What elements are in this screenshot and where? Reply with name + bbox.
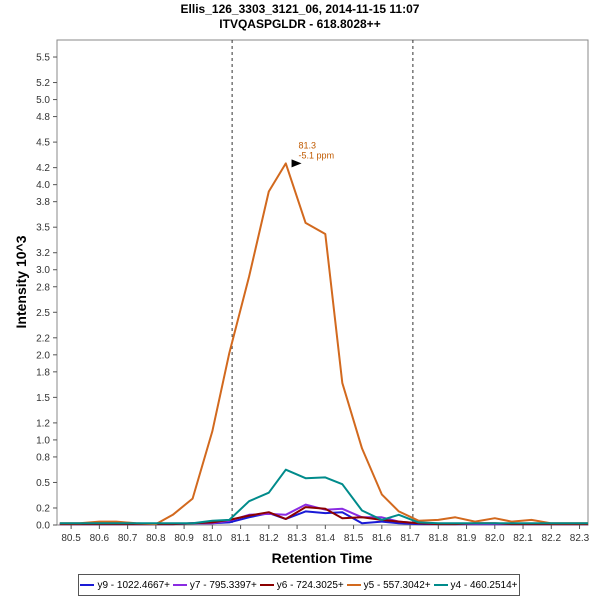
- apex-ppm-label: -5.1 ppm: [299, 150, 335, 160]
- x-tick-label: 81.1: [231, 533, 251, 544]
- y-tick-label: 0.0: [36, 521, 50, 532]
- y-tick-label: 0.2: [36, 503, 50, 514]
- y-tick-label: 4.5: [36, 138, 50, 149]
- x-tick-label: 81.0: [203, 533, 223, 544]
- x-tick-label: 80.8: [146, 533, 166, 544]
- y-tick-label: 2.2: [36, 333, 50, 344]
- x-tick-label: 82.1: [513, 533, 533, 544]
- plot-area: [56, 39, 589, 526]
- y-tick-label: 0.8: [36, 452, 50, 463]
- apex-marker-icon: [291, 159, 302, 168]
- x-tick-label: 82.0: [485, 533, 505, 544]
- x-tick-label: 80.7: [118, 533, 138, 544]
- chart-title: Ellis_126_3303_3121_06, 2014-11-15 11:07: [180, 2, 420, 16]
- legend-item: y9 - 1022.4667+: [80, 580, 170, 591]
- x-tick-label: 81.8: [429, 533, 449, 544]
- y-tick-label: 0.5: [36, 478, 50, 489]
- x-tick-label: 81.6: [372, 533, 392, 544]
- y-tick-label: 5.2: [36, 78, 50, 89]
- y-tick-label: 3.5: [36, 223, 50, 234]
- y-tick-label: 1.5: [36, 393, 50, 404]
- legend-label: y6 - 724.3025+: [276, 579, 344, 591]
- x-tick-label: 80.6: [90, 533, 110, 544]
- legend-swatch: [172, 584, 187, 586]
- y-tick-label: 4.8: [36, 112, 50, 123]
- y-tick-label: 5.5: [36, 53, 50, 64]
- legend-swatch: [433, 584, 448, 586]
- legend-item: y4 - 460.2514+: [433, 579, 518, 591]
- y-axis-label: Intensity 10^3: [13, 235, 29, 328]
- legend-label: y4 - 460.2514+: [450, 579, 518, 591]
- chart-subtitle: ITVQASPGLDR - 618.8028++: [219, 17, 381, 31]
- legend-swatch: [259, 584, 274, 586]
- legend-label: y7 - 795.3397+: [189, 579, 257, 591]
- x-tick-label: 82.3: [570, 533, 590, 544]
- legend-item: y7 - 795.3397+: [172, 579, 257, 591]
- x-tick-label: 80.5: [61, 533, 81, 544]
- y-tick-label: 3.0: [36, 265, 50, 276]
- y-tick-label: 4.0: [36, 180, 50, 191]
- x-tick-label: 81.4: [316, 533, 336, 544]
- y-tick-label: 3.2: [36, 248, 50, 259]
- y-tick-label: 5.0: [36, 95, 50, 106]
- x-tick-label: 80.9: [174, 533, 194, 544]
- legend-swatch: [80, 584, 95, 586]
- y-tick-label: 2.5: [36, 308, 50, 319]
- y-tick-label: 1.0: [36, 435, 50, 446]
- legend-item: y5 - 557.3042+: [346, 579, 431, 591]
- y-tick-label: 1.8: [36, 367, 50, 378]
- legend-swatch: [346, 584, 361, 586]
- x-tick-label: 81.7: [400, 533, 420, 544]
- y-tick-label: 2.8: [36, 282, 50, 293]
- y-tick-label: 2.0: [36, 350, 50, 361]
- x-tick-label: 81.3: [287, 533, 307, 544]
- x-tick-label: 81.9: [457, 533, 477, 544]
- legend-label: y9 - 1022.4667+: [97, 579, 170, 591]
- series-line-y4: [59, 468, 588, 525]
- legend-item: y6 - 724.3025+: [259, 579, 344, 591]
- y-tick-label: 3.8: [36, 197, 50, 208]
- legend-label: y5 - 557.3042+: [363, 579, 431, 591]
- x-axis-label: Retention Time: [272, 550, 373, 566]
- apex-rt-label: 81.3: [299, 140, 317, 150]
- x-tick-label: 82.2: [542, 533, 562, 544]
- y-tick-label: 4.2: [36, 163, 50, 174]
- x-tick-label: 81.5: [344, 533, 364, 544]
- x-tick-label: 81.2: [259, 533, 279, 544]
- y-tick-label: 1.2: [36, 418, 50, 429]
- legend: y9 - 1022.4667+ y7 - 795.3397+ y6 - 724.30…: [78, 574, 520, 596]
